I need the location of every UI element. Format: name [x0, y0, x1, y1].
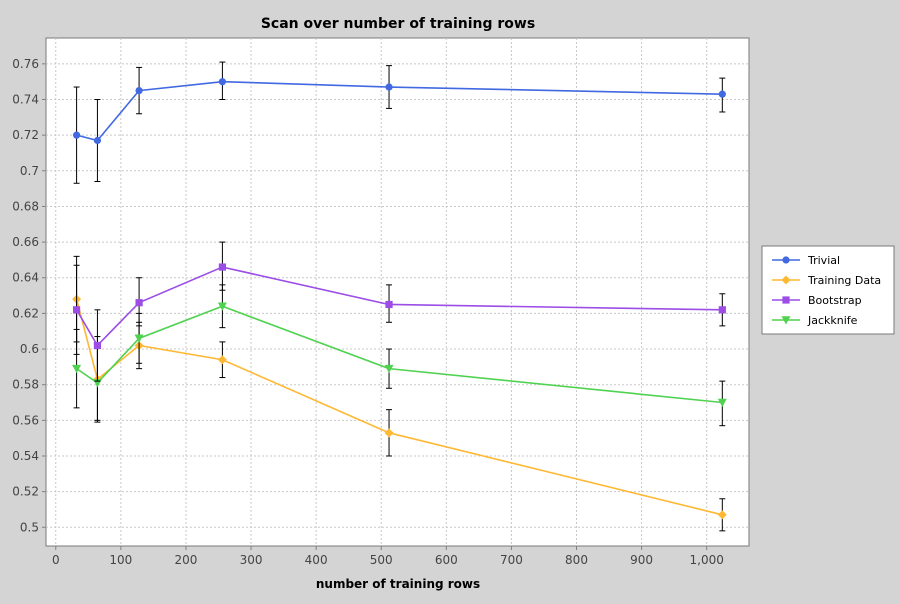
data-point-jackknife	[134, 334, 144, 343]
data-point-training-data	[217, 355, 227, 365]
data-point-trivial	[135, 86, 143, 95]
data-point-trivial	[385, 83, 393, 91]
y-tick-label: 0.66	[12, 235, 39, 249]
y-tick-label: 0.5	[20, 520, 39, 534]
data-point-bootstrap	[385, 300, 393, 309]
legend-item-trivial: Trivial	[772, 254, 840, 267]
data-point-bootstrap	[218, 263, 227, 271]
x-axis-label: number of training rows	[316, 577, 480, 591]
legend-marker	[781, 275, 791, 285]
x-tick-label: 700	[500, 553, 523, 567]
data-point-training-data	[717, 510, 727, 520]
x-tick-label: 1,000	[690, 553, 724, 567]
data-point-jackknife	[384, 364, 394, 374]
y-tick-label: 0.76	[12, 57, 39, 71]
legend-items: Trivial Training Data Bootstrap Jackknife	[772, 254, 881, 327]
y-tick-label: 0.52	[12, 485, 39, 499]
x-tick-label: 600	[435, 553, 458, 567]
x-tick-label: 200	[174, 553, 197, 567]
data-point-jackknife	[217, 302, 227, 311]
legend-marker	[782, 296, 790, 304]
y-tick-label: 0.7	[20, 164, 39, 178]
legend-item-bootstrap: Bootstrap	[772, 294, 862, 307]
legend: Trivial Training Data Bootstrap Jackknife	[761, 245, 895, 335]
y-tick-label: 0.54	[12, 449, 39, 463]
x-tick-label: 800	[565, 553, 588, 567]
y-tick-label: 0.6	[20, 342, 39, 356]
y-tick-label: 0.68	[12, 199, 39, 213]
y-tick-label: 0.62	[12, 306, 39, 320]
x-tick-label: 900	[630, 553, 653, 567]
legend-label: Bootstrap	[808, 294, 862, 307]
data-point-training-data	[384, 428, 394, 438]
legend-label: Trivial	[807, 254, 840, 267]
legend-item-jackknife: Jackknife	[772, 314, 858, 327]
x-tick-label: 300	[240, 553, 263, 567]
x-tick-label: 400	[305, 553, 328, 567]
legend-marker	[781, 316, 791, 325]
series-line-training-data	[75, 298, 723, 516]
data-point-trivial	[72, 131, 81, 139]
x-tick-label: 500	[370, 553, 393, 567]
data-point-jackknife	[72, 364, 82, 374]
series-group	[72, 61, 727, 532]
series-line-bootstrap	[75, 266, 723, 347]
data-point-bootstrap	[135, 299, 143, 307]
legend-label: Jackknife	[807, 314, 858, 327]
axes: 0 100 200 300 400 500 600 700 800 900 1,000 0.5 0.52…	[12, 57, 724, 567]
y-tick-label: 0.56	[12, 413, 39, 427]
data-point-bootstrap	[718, 306, 726, 314]
y-tick-label: 0.64	[12, 271, 39, 285]
plot-area	[45, 37, 750, 547]
y-tick-label: 0.72	[12, 128, 39, 142]
data-point-bootstrap	[72, 306, 81, 314]
series-trivial	[72, 61, 726, 184]
x-tick-label: 0	[52, 553, 60, 567]
legend-marker	[782, 256, 790, 264]
y-tick-label: 0.58	[12, 378, 39, 392]
data-point-trivial	[218, 78, 227, 86]
data-point-trivial	[93, 136, 102, 145]
legend-label: Training Data	[807, 274, 881, 287]
grid	[46, 38, 749, 546]
series-bootstrap	[72, 241, 726, 382]
x-tick-label: 100	[109, 553, 132, 567]
legend-item-training-data: Training Data	[772, 274, 881, 287]
y-tick-label: 0.74	[12, 92, 39, 106]
data-point-jackknife	[717, 398, 727, 408]
chart-title: Scan over number of training rows	[261, 16, 535, 32]
data-point-bootstrap	[93, 341, 102, 350]
data-point-trivial	[718, 90, 726, 98]
